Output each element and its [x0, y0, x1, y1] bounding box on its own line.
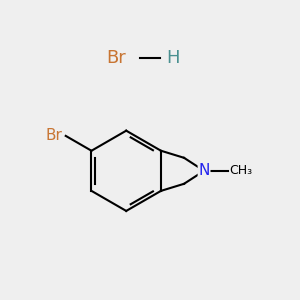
Text: Br: Br	[106, 49, 126, 67]
Text: Br: Br	[45, 128, 62, 143]
Text: H: H	[166, 49, 180, 67]
Text: N: N	[198, 163, 210, 178]
Text: CH₃: CH₃	[229, 164, 253, 177]
